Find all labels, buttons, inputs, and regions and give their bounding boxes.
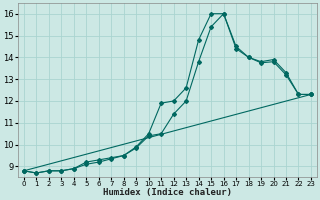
- X-axis label: Humidex (Indice chaleur): Humidex (Indice chaleur): [103, 188, 232, 197]
